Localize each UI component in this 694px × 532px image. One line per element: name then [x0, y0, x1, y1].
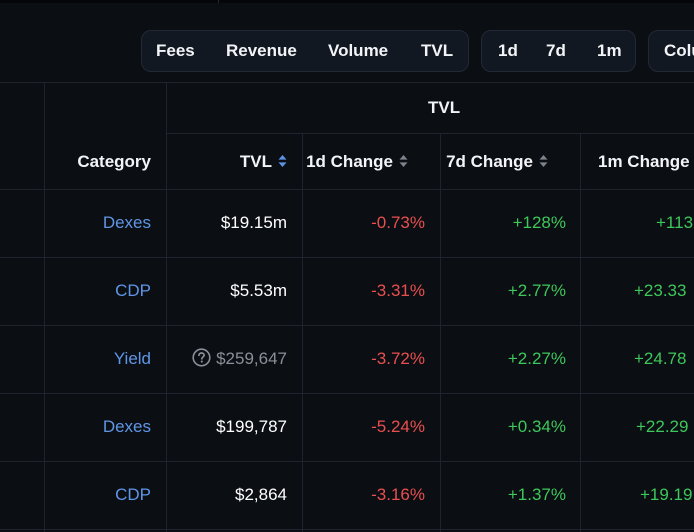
change-7d-value: +2.77% — [507, 281, 566, 300]
column-divider — [302, 134, 303, 532]
tvl-value: $2,864 — [235, 485, 287, 504]
row-divider — [0, 529, 694, 530]
tvl-group-header: TVL — [166, 83, 694, 133]
sort-arrows-icon[interactable] — [399, 154, 408, 168]
change-7d-header-label: 7d Change — [446, 152, 533, 171]
change-1m-value: +24.78 — [634, 349, 687, 368]
tvl-filter-button[interactable]: TVL — [421, 41, 454, 60]
tvl-value: $259,647 — [216, 349, 287, 368]
tvl-value: $19.15m — [220, 213, 287, 232]
period-1m-button[interactable]: 1m — [597, 41, 622, 60]
row-divider — [0, 461, 694, 462]
toolbar-divider — [0, 82, 694, 83]
column-divider — [44, 83, 45, 532]
change-7d-value: +128% — [512, 213, 566, 232]
metric-filter-group: Fees Revenue Volume TVL — [141, 30, 469, 72]
category-link[interactable]: CDP — [115, 485, 151, 504]
sort-active-icon[interactable] — [278, 154, 287, 168]
column-divider — [580, 134, 581, 532]
change-1d-value: -0.73% — [371, 213, 425, 232]
change-1d-value: -3.31% — [371, 281, 425, 300]
change-1m-header-label: 1m Change — [598, 152, 690, 171]
tvl-value: $199,787 — [216, 417, 287, 436]
period-filter-group: 1d 7d 1m — [481, 30, 636, 72]
fees-button[interactable]: Fees — [156, 41, 195, 60]
change-1d-column-header[interactable]: 1d Change — [306, 134, 408, 189]
row-divider — [0, 257, 694, 258]
change-7d-value: +1.37% — [507, 485, 566, 504]
change-7d-column-header[interactable]: 7d Change — [446, 134, 548, 189]
change-7d-value: +2.27% — [507, 349, 566, 368]
change-1m-value: +113 — [656, 213, 694, 232]
tvl-header-label: TVL — [239, 152, 272, 171]
category-link[interactable]: Dexes — [102, 417, 151, 436]
change-1d-value: -3.16% — [371, 485, 425, 504]
volume-button[interactable]: Volume — [328, 41, 389, 60]
row-divider — [0, 325, 694, 326]
columns-button-group: Colu — [648, 30, 694, 72]
change-1d-value: -5.24% — [371, 417, 425, 436]
tvl-column-header[interactable]: TVL — [240, 134, 287, 189]
category-header-label: Category — [77, 152, 151, 171]
change-1d-header-label: 1d Change — [306, 152, 393, 171]
tvl-value: $5.53m — [230, 281, 287, 300]
change-1d-value: -3.72% — [371, 349, 425, 368]
change-1m-value: +22.29 — [636, 417, 689, 436]
tvl-group-header-label: TVL — [428, 98, 461, 117]
category-link[interactable]: CDP — [115, 281, 151, 300]
change-1m-value: +19.19 — [640, 485, 693, 504]
period-1d-button[interactable]: 1d — [498, 41, 518, 60]
row-divider — [0, 393, 694, 394]
row-divider — [0, 189, 694, 190]
change-7d-value: +0.34% — [507, 417, 566, 436]
category-link[interactable]: Dexes — [102, 213, 151, 232]
column-divider — [166, 83, 167, 532]
columns-button[interactable]: Colu — [664, 41, 694, 60]
question-circle-icon[interactable] — [192, 348, 211, 367]
tvl-value-cell: $259,647 — [192, 325, 287, 393]
top-strip-divider — [218, 0, 219, 3]
change-1m-value: +23.33 — [634, 281, 687, 300]
sort-arrows-icon[interactable] — [539, 154, 548, 168]
row-divider — [166, 133, 694, 134]
column-divider — [440, 134, 441, 532]
category-link[interactable]: Yield — [113, 349, 151, 368]
category-column-header: Category — [77, 134, 151, 189]
change-1m-column-header[interactable]: 1m Change — [598, 134, 690, 189]
revenue-button[interactable]: Revenue — [226, 41, 297, 60]
period-7d-button[interactable]: 7d — [546, 41, 566, 60]
top-strip — [0, 0, 694, 3]
